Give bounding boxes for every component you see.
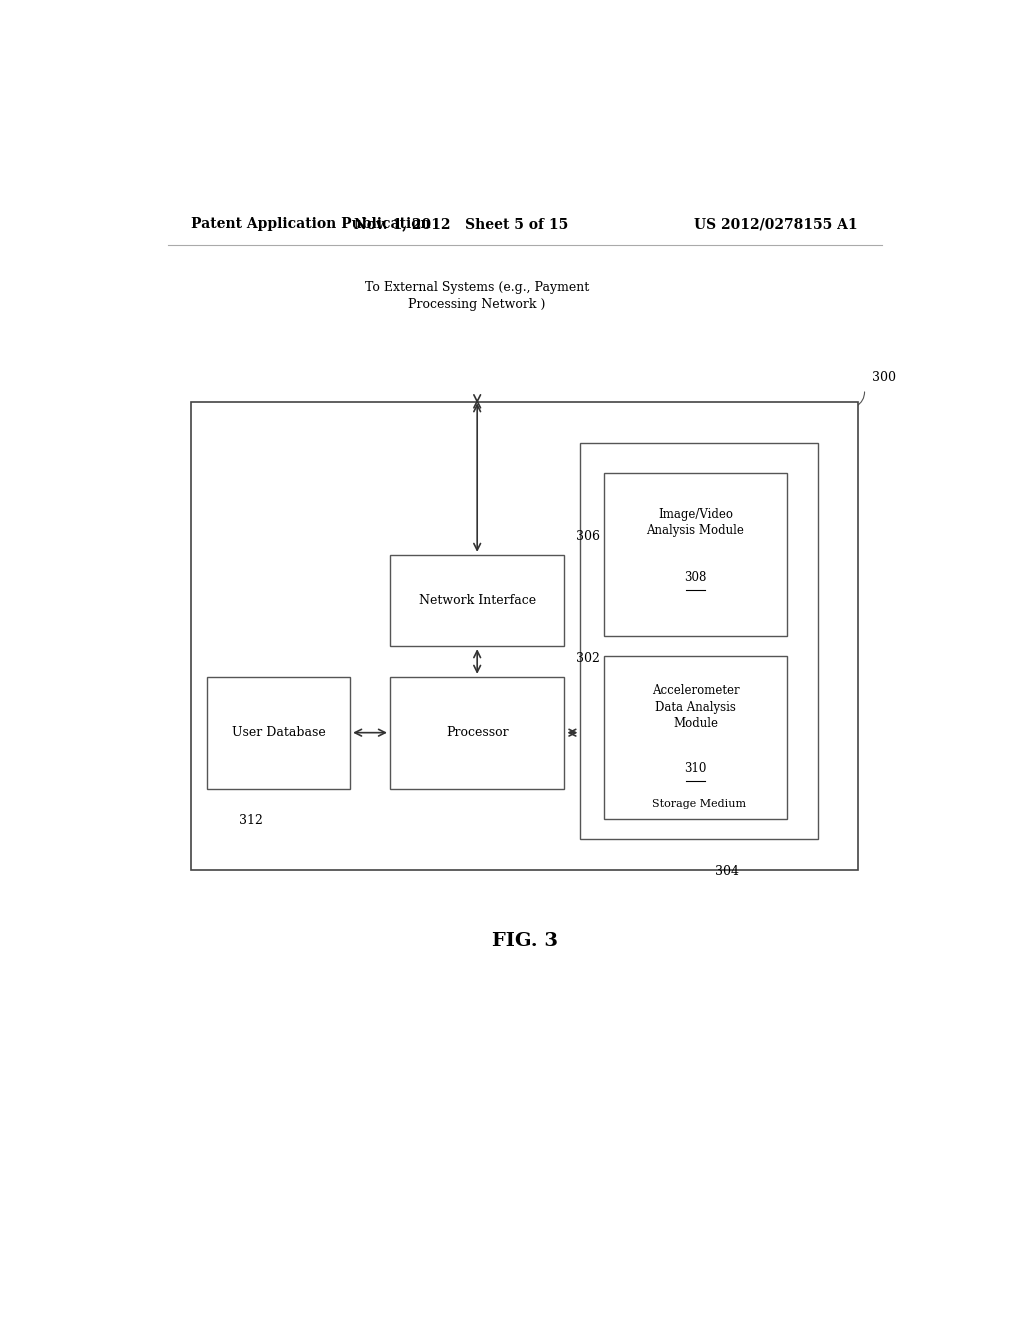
Text: FIG. 3: FIG. 3 [492, 932, 558, 950]
Text: Nov. 1, 2012   Sheet 5 of 15: Nov. 1, 2012 Sheet 5 of 15 [354, 218, 568, 231]
Text: Patent Application Publication: Patent Application Publication [191, 218, 431, 231]
Text: 300: 300 [872, 371, 896, 384]
Text: 306: 306 [577, 529, 600, 543]
Text: Image/Video
Analysis Module: Image/Video Analysis Module [646, 507, 744, 537]
Text: To External Systems (e.g., Payment
Processing Network ): To External Systems (e.g., Payment Proce… [366, 281, 589, 312]
Text: Processor: Processor [445, 726, 509, 739]
Bar [390, 554, 564, 647]
Text: 312: 312 [240, 814, 263, 826]
Text: Network Interface: Network Interface [419, 594, 536, 607]
Text: 304: 304 [715, 865, 739, 878]
Bar [604, 474, 786, 636]
Text: 302: 302 [577, 652, 600, 664]
Bar [581, 444, 818, 840]
Text: User Database: User Database [231, 726, 326, 739]
Bar [604, 656, 786, 818]
Text: 308: 308 [684, 570, 707, 583]
Bar [191, 403, 858, 870]
Bar [390, 677, 564, 788]
Text: US 2012/0278155 A1: US 2012/0278155 A1 [694, 218, 858, 231]
Text: Accelerometer
Data Analysis
Module: Accelerometer Data Analysis Module [651, 684, 739, 730]
Text: 310: 310 [684, 762, 707, 775]
Text: Storage Medium: Storage Medium [652, 799, 746, 809]
Bar [207, 677, 350, 788]
